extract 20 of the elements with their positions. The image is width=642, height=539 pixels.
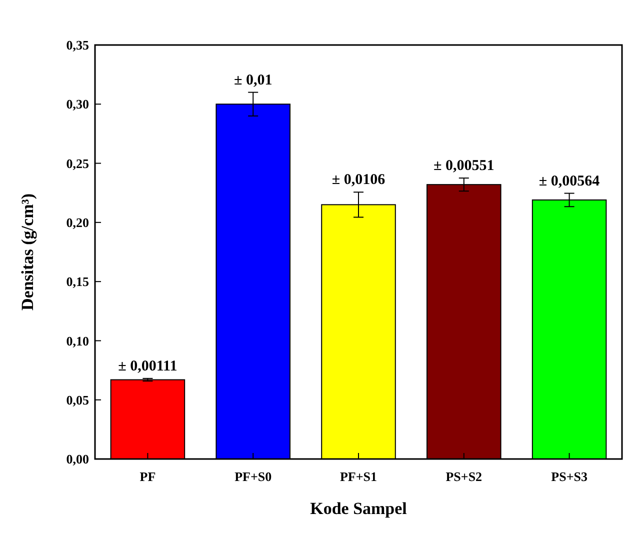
- x-tick-label: PS+S2: [446, 469, 482, 484]
- y-axis-title: Densitas (g/cm³): [18, 194, 37, 310]
- annotation: ± 0,01: [234, 72, 272, 88]
- y-tick-label: 0,20: [66, 214, 89, 230]
- annotation: ± 0,00111: [118, 358, 178, 374]
- y-tick-label: 0,00: [66, 452, 89, 467]
- y-tick-label: 0,15: [66, 274, 90, 290]
- y-tick-label: 0,05: [66, 392, 90, 408]
- y-tick-label: 0,10: [66, 333, 89, 348]
- annotation: ± 0,00564: [538, 173, 600, 190]
- x-axis-title: Kode Sampel: [310, 499, 408, 518]
- y-tick-label: 0,25: [66, 156, 90, 171]
- y-tick-label: 0,35: [66, 38, 90, 53]
- x-tick-label: PF: [140, 469, 156, 484]
- annotation: ± 0,0106: [332, 172, 386, 188]
- x-tick-label: PF+S1: [340, 469, 378, 484]
- y-tick-label: 0,30: [66, 96, 89, 112]
- x-tick-label: PS+S3: [551, 469, 588, 484]
- annotation: ± 0,00551: [434, 158, 494, 174]
- x-tick-label: PF+S0: [234, 469, 272, 484]
